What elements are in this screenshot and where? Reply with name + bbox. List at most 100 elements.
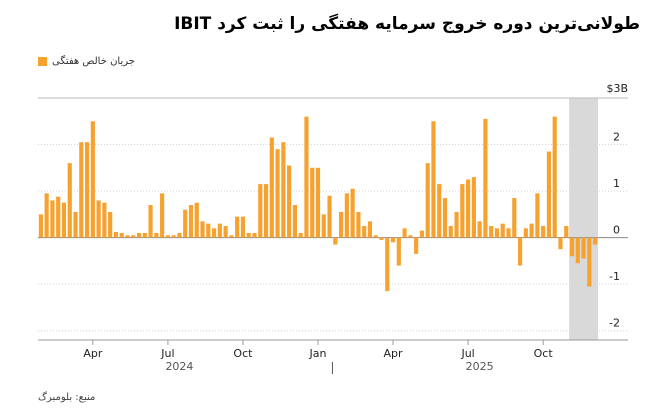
y-tick-label: -2 [609, 317, 620, 330]
y-tick-label: 0 [613, 224, 620, 237]
bar [541, 225, 546, 238]
bar [367, 221, 373, 238]
bar [362, 225, 367, 238]
chart-title: طولانی‌ترین دوره خروج سرمایه هفتگی را ثب… [174, 14, 640, 34]
legend-swatch [38, 57, 47, 66]
x-tick-label: Jul [160, 347, 174, 360]
x-tick-label: Oct [233, 347, 253, 360]
bar [500, 223, 505, 238]
bar [287, 165, 292, 238]
bar [44, 193, 49, 238]
bar [61, 202, 67, 238]
bar [558, 237, 563, 250]
bar [304, 116, 309, 238]
bar [50, 200, 55, 238]
bar [506, 228, 511, 238]
bar [223, 225, 228, 238]
bar [477, 221, 482, 238]
bar [246, 232, 251, 238]
bar [119, 232, 124, 238]
source-note: منبع: بلومبرگ [38, 392, 96, 403]
bar [194, 202, 199, 238]
bar [165, 235, 170, 238]
bar [200, 221, 205, 238]
bar [125, 235, 130, 238]
bar [263, 184, 269, 238]
bar [593, 237, 598, 245]
bar [431, 121, 436, 238]
bar [569, 237, 575, 257]
y-tick-label: 2 [613, 131, 620, 144]
bar [437, 184, 442, 238]
bar [171, 235, 176, 238]
x-tick-label: Apr [384, 347, 404, 360]
bar [529, 223, 534, 238]
x-tick-label: Jan [309, 347, 327, 360]
x-tick-label: Jul [460, 347, 474, 360]
bar [494, 228, 500, 238]
bar [183, 209, 188, 238]
bar [339, 212, 344, 238]
bar [315, 167, 321, 238]
bar-chart: $3B -2 -1 0 1 2 Apr Jul Oct Jan Apr Jul Oct 2024 2025 [38, 82, 628, 374]
bar [108, 212, 113, 238]
bar [471, 177, 476, 238]
bar [252, 232, 257, 238]
bar [148, 205, 153, 238]
bar [212, 228, 217, 238]
bar [188, 205, 194, 238]
bar [333, 237, 338, 245]
bar [67, 163, 72, 238]
bar [402, 228, 407, 238]
legend-label: جریان خالص هفتگی [52, 56, 135, 67]
highlight-region [569, 98, 598, 340]
bar [414, 237, 419, 254]
bar [546, 151, 552, 238]
bar [177, 232, 182, 238]
bar [379, 237, 384, 240]
year-label: 2025 [466, 360, 494, 373]
bar [581, 237, 586, 259]
bar [56, 196, 61, 238]
bar [269, 137, 274, 238]
bar [408, 235, 413, 238]
bar [489, 225, 494, 238]
bar [90, 121, 95, 238]
bar [523, 228, 528, 238]
bar [275, 149, 280, 238]
bar [385, 237, 390, 292]
x-tick-label: Oct [534, 347, 554, 360]
y-tick-label: -1 [609, 270, 620, 283]
year-label: 2024 [165, 360, 193, 373]
bar [281, 142, 286, 238]
bar [483, 118, 488, 238]
bar [310, 167, 315, 238]
bar [258, 184, 263, 238]
legend: جریان خالص هفتگی [38, 56, 135, 67]
x-tick-label: Apr [83, 347, 103, 360]
bar [102, 202, 107, 238]
bar [552, 116, 557, 238]
bar [466, 179, 471, 238]
bar [292, 205, 297, 238]
y-tick-label: 1 [613, 177, 620, 190]
bar [298, 232, 303, 238]
bar [390, 237, 396, 243]
bar [136, 232, 142, 238]
bar [587, 237, 592, 287]
bar [327, 195, 332, 238]
bar [356, 212, 361, 238]
bar [442, 198, 448, 238]
bar [160, 193, 165, 238]
bar [564, 225, 569, 238]
bar [142, 232, 147, 238]
bar [321, 214, 326, 238]
bar [240, 216, 246, 238]
y-axis-unit-label: $3B [606, 82, 628, 95]
bar [373, 235, 378, 238]
bar [425, 163, 430, 238]
bar [235, 216, 240, 238]
bar [113, 232, 119, 238]
bar [575, 237, 580, 264]
bar [206, 223, 211, 238]
